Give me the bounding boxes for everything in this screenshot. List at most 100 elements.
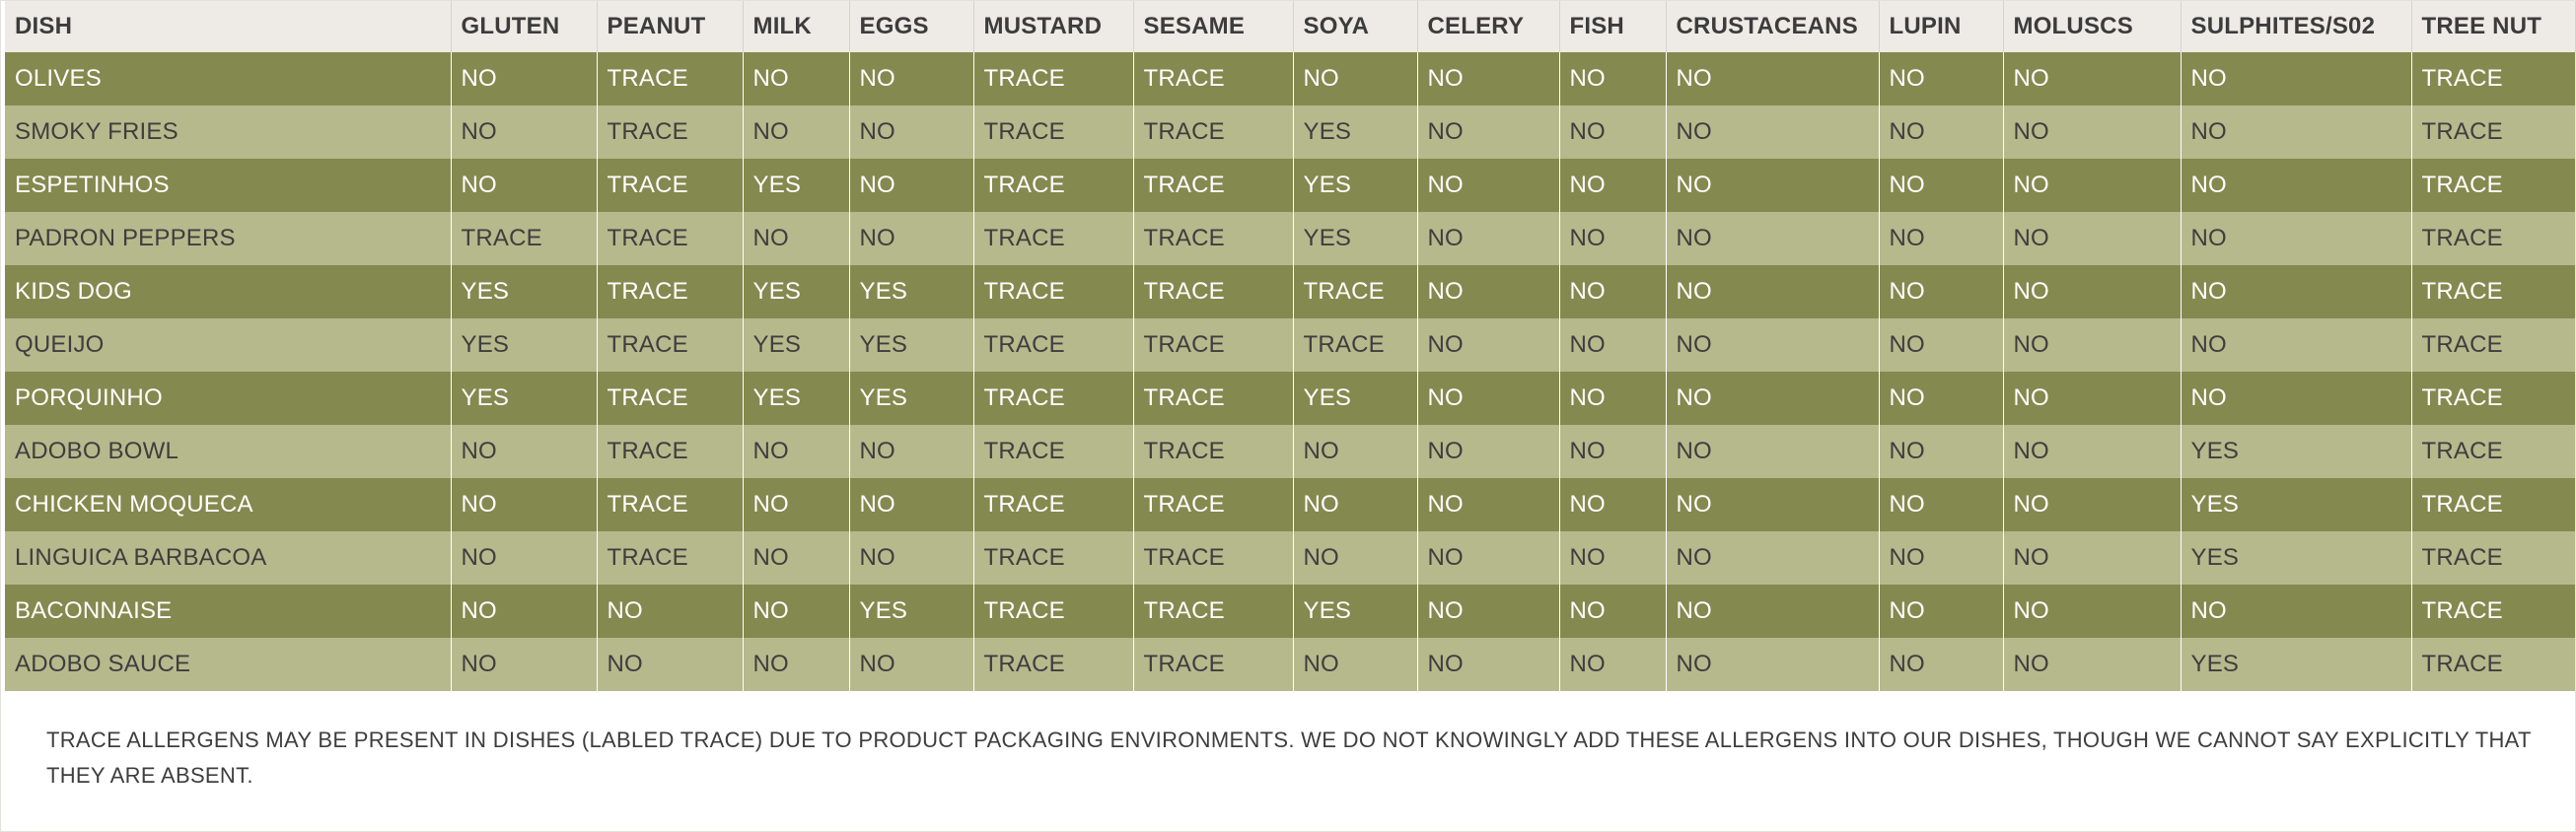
allergen-value-cell: NO xyxy=(1879,425,2004,478)
allergen-value-cell: TRACE xyxy=(1133,318,1294,372)
column-header-mustard: MUSTARD xyxy=(973,1,1134,52)
allergen-value-cell: TRACE xyxy=(1133,372,1294,425)
allergen-value-cell: NO xyxy=(2003,372,2182,425)
allergen-value-cell: TRACE xyxy=(597,105,744,159)
dish-name-cell: BACONNAISE xyxy=(5,585,452,638)
allergen-value-cell: TRACE xyxy=(973,638,1134,691)
allergen-value-cell: NO xyxy=(2003,52,2182,105)
allergen-value-cell: NO xyxy=(1879,372,2004,425)
column-header-peanut: PEANUT xyxy=(597,1,744,52)
allergen-value-cell: TRACE xyxy=(2411,318,2576,372)
allergen-value-cell: NO xyxy=(1879,585,2004,638)
allergen-value-cell: NO xyxy=(1666,159,1880,212)
allergen-value-cell: TRACE xyxy=(973,318,1134,372)
dish-name-cell: ADOBO SAUCE xyxy=(5,638,452,691)
dish-name-cell: ESPETINHOS xyxy=(5,159,452,212)
allergen-value-cell: NO xyxy=(451,425,598,478)
allergen-value-cell: NO xyxy=(849,638,974,691)
allergen-value-cell: TRACE xyxy=(1133,531,1294,585)
table-row: ADOBO BOWL NO TRACE NO NO TRACE TRACE NO NO NO NO N… xyxy=(5,425,2576,478)
allergen-value-cell: TRACE xyxy=(973,478,1134,531)
table-row: BACONNAISE NO NO NO YES TRACE TRACE YES NO NO NO NO… xyxy=(5,585,2576,638)
allergen-value-cell: TRACE xyxy=(1293,265,1418,318)
allergen-value-cell: NO xyxy=(1417,531,1560,585)
allergen-value-cell: NO xyxy=(597,638,744,691)
allergen-value-cell: NO xyxy=(1666,372,1880,425)
allergen-value-cell: YES xyxy=(743,159,850,212)
allergen-value-cell: NO xyxy=(2181,105,2412,159)
allergen-value-cell: NO xyxy=(2181,372,2412,425)
table-row: ADOBO SAUCE NO NO NO NO TRACE TRACE NO NO NO NO NO N… xyxy=(5,638,2576,691)
allergen-value-cell: YES xyxy=(1293,105,1418,159)
allergen-value-cell: NO xyxy=(2181,265,2412,318)
allergen-value-cell: NO xyxy=(451,638,598,691)
allergen-value-cell: NO xyxy=(849,212,974,265)
column-header-lupin: LUPIN xyxy=(1879,1,2004,52)
table-row: PADRON PEPPERS TRACE TRACE NO NO TRACE TRACE YE… xyxy=(5,212,2576,265)
allergen-value-cell: NO xyxy=(1666,638,1880,691)
allergen-value-cell: NO xyxy=(1559,585,1667,638)
allergen-value-cell: NO xyxy=(1879,212,2004,265)
allergen-disclaimer: TRACE ALLERGENS MAY BE PRESENT IN DISHES… xyxy=(46,728,2532,788)
allergen-value-cell: NO xyxy=(1879,159,2004,212)
allergen-value-cell: NO xyxy=(2003,531,2182,585)
allergen-value-cell: NO xyxy=(1417,159,1560,212)
allergen-value-cell: YES xyxy=(451,318,598,372)
table-row: OLIVES NO TRACE NO NO TRACE TRACE NO NO NO NO NO NO N… xyxy=(5,52,2576,105)
column-header-eggs: EGGS xyxy=(849,1,974,52)
allergen-value-cell: TRACE xyxy=(597,318,744,372)
allergen-value-cell: YES xyxy=(849,318,974,372)
allergen-value-cell: NO xyxy=(451,531,598,585)
allergen-value-cell: NO xyxy=(849,159,974,212)
allergen-value-cell: NO xyxy=(743,52,850,105)
table-row: PORQUINHO YES TRACE YES YES TRACE TRACE YES NO NO… xyxy=(5,372,2576,425)
table-row: CHICKEN MOQUECA NO TRACE NO NO TRACE TRACE NO NO… xyxy=(5,478,2576,531)
allergen-value-cell: NO xyxy=(2003,212,2182,265)
allergen-value-cell: NO xyxy=(1666,105,1880,159)
allergen-value-cell: NO xyxy=(1559,105,1667,159)
dish-name-cell: OLIVES xyxy=(5,52,452,105)
allergen-value-cell: NO xyxy=(1293,52,1418,105)
dish-name-cell: ADOBO BOWL xyxy=(5,425,452,478)
allergen-value-cell: TRACE xyxy=(1133,425,1294,478)
allergen-value-cell: TRACE xyxy=(2411,212,2576,265)
allergen-value-cell: TRACE xyxy=(597,159,744,212)
allergen-value-cell: NO xyxy=(1559,52,1667,105)
dish-name-cell: QUEIJO xyxy=(5,318,452,372)
allergen-value-cell: NO xyxy=(451,159,598,212)
allergen-value-cell: NO xyxy=(1417,212,1560,265)
allergen-value-cell: NO xyxy=(1293,478,1418,531)
allergen-value-cell: NO xyxy=(849,478,974,531)
allergen-value-cell: NO xyxy=(1879,265,2004,318)
allergen-value-cell: NO xyxy=(1559,638,1667,691)
allergen-value-cell: NO xyxy=(1293,531,1418,585)
allergen-value-cell: NO xyxy=(743,425,850,478)
allergen-value-cell: TRACE xyxy=(973,105,1134,159)
column-header-soya: SOYA xyxy=(1293,1,1418,52)
allergen-value-cell: NO xyxy=(1666,52,1880,105)
allergen-value-cell: TRACE xyxy=(1133,212,1294,265)
allergen-value-cell: NO xyxy=(2003,478,2182,531)
column-header-tree-nut: TREE NUT xyxy=(2411,1,2576,52)
allergen-value-cell: NO xyxy=(849,425,974,478)
allergen-value-cell: NO xyxy=(1417,638,1560,691)
dish-name-cell: PADRON PEPPERS xyxy=(5,212,452,265)
allergen-value-cell: TRACE xyxy=(1133,105,1294,159)
allergen-value-cell: TRACE xyxy=(2411,478,2576,531)
allergen-value-cell: NO xyxy=(1559,372,1667,425)
dish-name-cell: SMOKY FRIES xyxy=(5,105,452,159)
allergen-value-cell: NO xyxy=(2181,52,2412,105)
allergen-value-cell: NO xyxy=(1559,265,1667,318)
column-header-sulphites-s02: SULPHITES/S02 xyxy=(2181,1,2412,52)
allergen-value-cell: NO xyxy=(1559,531,1667,585)
allergen-value-cell: NO xyxy=(743,212,850,265)
allergen-table: DISH GLUTEN PEANUT MILK EGGS MUSTARD SESAME SOY… xyxy=(5,1,2576,691)
dish-name-cell: CHICKEN MOQUECA xyxy=(5,478,452,531)
column-header-milk: MILK xyxy=(743,1,850,52)
allergen-value-cell: NO xyxy=(2003,425,2182,478)
allergen-value-cell: NO xyxy=(1559,159,1667,212)
allergen-value-cell: NO xyxy=(1293,425,1418,478)
allergen-value-cell: NO xyxy=(1666,212,1880,265)
allergen-value-cell: NO xyxy=(1666,478,1880,531)
